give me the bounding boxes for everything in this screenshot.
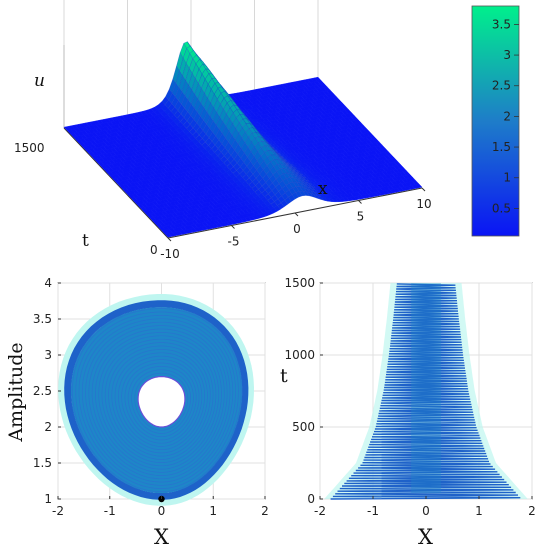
phase-x-tick-label: -1: [104, 504, 116, 518]
xt-x-label: X: [418, 525, 433, 549]
colorbar-tick-label: 2.5: [492, 79, 511, 93]
xt-x-tick-label: 0: [422, 504, 430, 518]
colorbar-tick-label: 3: [503, 48, 511, 62]
xt-x-tick-label: -1: [367, 504, 379, 518]
phase-y-label: Amplitude: [5, 342, 27, 442]
surface-x-tick-mark: [231, 225, 235, 229]
xt-x-tick-label: -2: [314, 504, 326, 518]
colorbar-tick-label: 0.5: [492, 201, 511, 215]
surface-x-label: x: [318, 179, 328, 199]
surface-x-tick-mark: [167, 237, 172, 242]
surface-x-tick-label: 10: [416, 197, 431, 211]
surface-x-tick-label: -10: [160, 247, 180, 261]
surface-x-tick-label: 5: [357, 210, 365, 224]
phase-plot: -2 -1 0 1 2 1 1.5 2 2.5 3 3.5 4 X Amplitude: [5, 276, 269, 549]
xt-y-tick-label: 1000: [284, 348, 315, 362]
surface-x-tick-label: -5: [228, 235, 240, 249]
xt-y-tick-label: 500: [292, 420, 315, 434]
colorbar: 0.5 1 1.5 2 2.5 3 3.5: [471, 5, 520, 237]
phase-y-tick-label: 3.5: [33, 312, 52, 326]
surface-z-label: u: [34, 71, 45, 91]
phase-y-tick-label: 1.5: [33, 456, 52, 470]
surface-x-tick-mark: [294, 212, 299, 217]
colorbar-tick-label: 3.5: [492, 17, 511, 31]
colorbar-tick-label: 1: [503, 171, 511, 185]
xt-y-ticks: 0 500 1000 1500: [284, 276, 323, 506]
phase-x-label: X: [154, 525, 169, 549]
surface-t-axis-line: [63, 127, 169, 239]
surface-t-tick-top: 1500: [14, 141, 45, 155]
phase-y-tick-label: 2: [44, 420, 52, 434]
phase-y-tick-label: 3: [44, 348, 52, 362]
colorbar-tick-label: 1.5: [492, 140, 511, 154]
phase-y-tick-label: 2.5: [33, 384, 52, 398]
surface-x-tick-mark: [421, 187, 426, 192]
xt-x-tick-label: 1: [475, 504, 483, 518]
surface-t-tick-bottom: 0: [150, 243, 158, 257]
phase-x-tick-label: 2: [261, 504, 269, 518]
xt-y-label: t: [280, 365, 288, 387]
phase-y-tick-label: 4: [44, 276, 52, 290]
surface-x-tick-mark: [358, 200, 362, 204]
phase-y-tick-label: 1: [44, 492, 52, 506]
surface-mesh: [63, 41, 423, 238]
xt-center-band: [411, 283, 441, 493]
phase-y-ticks: 1 1.5 2 2.5 3 3.5 4: [33, 276, 61, 506]
x-vs-t-plot: -2 -1 0 1 2 0 500 1000 1500 X t: [280, 276, 536, 549]
xt-y-tick-label: 1500: [284, 276, 315, 290]
phase-x-tick-label: -2: [52, 504, 64, 518]
phase-x-tick-label: 1: [209, 504, 217, 518]
surface-x-tick-label: 0: [293, 222, 301, 236]
xt-y-tick-label: 0: [307, 492, 315, 506]
colorbar-tick-label: 2: [503, 109, 511, 123]
surface-t-label: t: [82, 231, 89, 251]
phase-x-tick-label: 0: [158, 504, 166, 518]
surface-plot: u t x 1500 0 -10 -5 0 5 10: [14, 0, 432, 261]
xt-x-tick-label: 2: [528, 504, 536, 518]
